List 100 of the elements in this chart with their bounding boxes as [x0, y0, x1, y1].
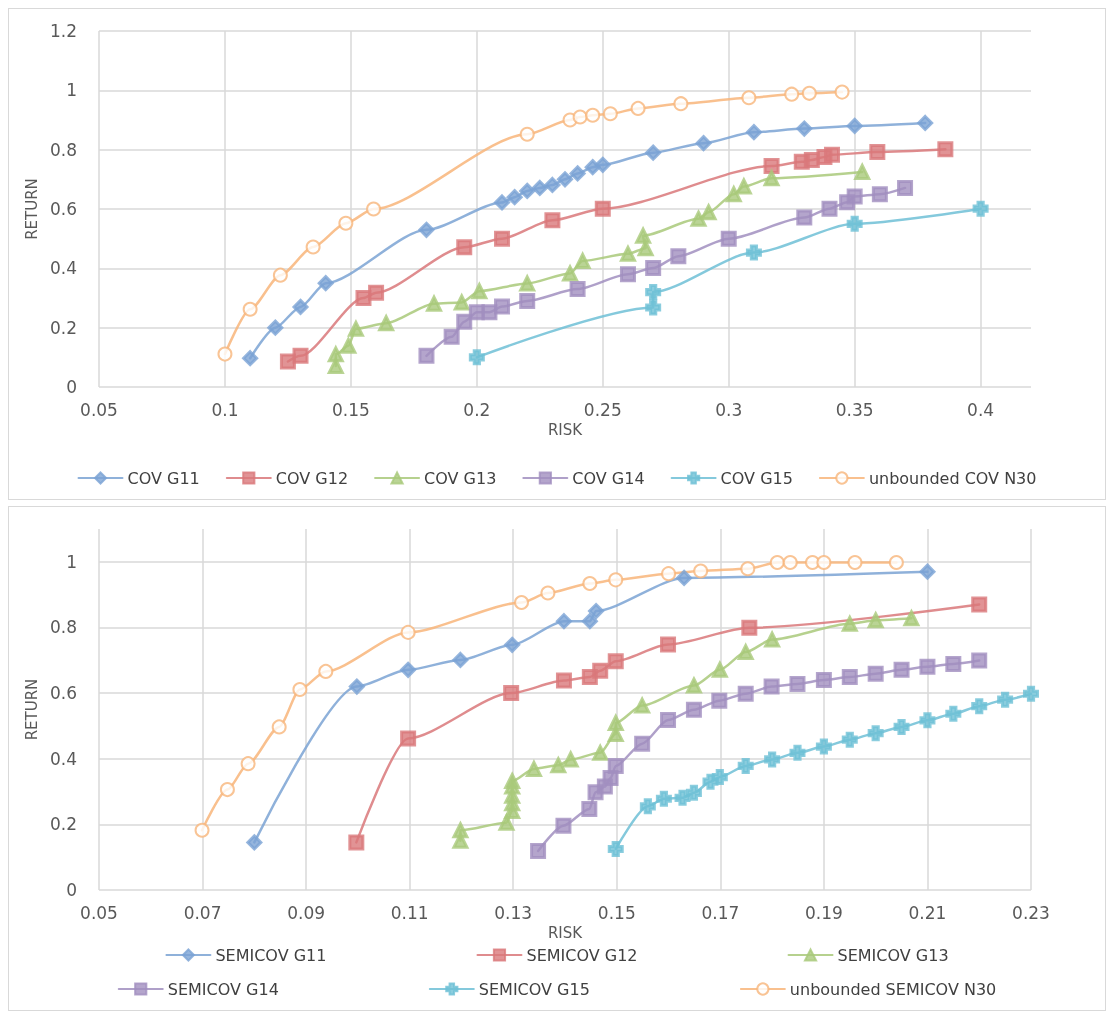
point: [645, 284, 662, 301]
point: [219, 782, 235, 798]
legend-label: COV G12: [275, 468, 349, 488]
point: [594, 200, 611, 217]
point: [673, 96, 689, 112]
point: [585, 107, 601, 123]
y-axis-title: RETURN: [22, 678, 41, 741]
point: [194, 822, 210, 838]
point: [519, 292, 536, 309]
x-tick-label: 0.05: [80, 399, 118, 420]
point: [581, 800, 598, 817]
point: [519, 182, 536, 199]
point: [661, 566, 677, 582]
point: [695, 135, 712, 152]
point: [634, 697, 651, 714]
point: [685, 784, 702, 801]
point: [246, 834, 263, 851]
point: [893, 661, 910, 678]
point: [400, 624, 416, 640]
point: [514, 595, 530, 611]
point: [217, 346, 233, 362]
point: [608, 572, 624, 588]
point: [645, 299, 662, 316]
point: [562, 751, 579, 768]
point: [503, 685, 520, 702]
y-tick-label: 0.2: [49, 814, 77, 835]
point: [796, 120, 813, 137]
point: [846, 117, 863, 134]
point: [348, 834, 365, 851]
point: [292, 298, 309, 315]
point: [815, 738, 832, 755]
point: [816, 554, 832, 570]
point: [494, 230, 511, 247]
point: [972, 200, 989, 217]
x-tick-label: 0.21: [908, 902, 947, 923]
x-axis-title: RISK: [547, 421, 584, 440]
point: [834, 84, 850, 100]
point: [443, 328, 460, 345]
point: [506, 189, 523, 206]
point: [347, 320, 364, 337]
point: [348, 678, 365, 695]
x-tick-label: 0.05: [80, 902, 118, 923]
point: [340, 337, 357, 354]
point: [763, 678, 780, 695]
point: [607, 757, 624, 774]
point: [711, 769, 728, 786]
point: [481, 304, 498, 321]
point: [366, 201, 382, 217]
point: [555, 613, 572, 630]
y-tick-label: 0.4: [49, 258, 77, 279]
point: [945, 705, 962, 722]
point: [468, 349, 485, 366]
point: [711, 661, 728, 678]
x-tick-label: 0.15: [331, 399, 370, 420]
point: [937, 141, 954, 158]
x-tick-label: 0.1: [211, 399, 239, 420]
point: [784, 86, 800, 102]
legend-label: COV G11: [127, 468, 200, 488]
point: [569, 165, 586, 182]
point: [745, 124, 762, 141]
point: [782, 554, 798, 570]
point: [504, 636, 521, 653]
point: [971, 596, 988, 613]
y-tick-label: 1.2: [49, 21, 77, 41]
x-tick-label: 0.2: [463, 399, 491, 420]
point: [919, 712, 936, 729]
point: [242, 301, 258, 317]
point: [801, 85, 817, 101]
point: [525, 760, 542, 777]
x-tick-label: 0.11: [390, 902, 429, 923]
legend-label: SEMICOV G15: [478, 979, 590, 999]
point: [897, 179, 914, 196]
x-tick-label: 0.13: [494, 902, 533, 923]
point: [945, 655, 962, 672]
point: [893, 718, 910, 735]
point: [368, 284, 385, 301]
point: [919, 658, 936, 675]
point: [867, 665, 884, 682]
point: [821, 200, 838, 217]
point: [630, 100, 646, 116]
point: [971, 698, 988, 715]
point: [685, 677, 702, 694]
legend-label: SEMICOV G14: [167, 979, 279, 999]
point: [670, 248, 687, 265]
legend-label: unbounded COV N30: [868, 468, 1037, 488]
point: [569, 281, 586, 298]
point: [592, 662, 609, 679]
point: [737, 644, 754, 661]
point: [355, 290, 372, 306]
point: [456, 313, 473, 330]
point: [544, 176, 561, 193]
point: [711, 692, 728, 709]
x-tick-label: 0.3: [715, 399, 743, 420]
point: [854, 163, 871, 180]
point: [588, 603, 605, 620]
legend-label: SEMICOV G11: [215, 945, 327, 965]
y-tick-label: 0.6: [49, 199, 77, 219]
point: [338, 215, 354, 231]
point: [871, 186, 888, 203]
point: [530, 842, 547, 859]
